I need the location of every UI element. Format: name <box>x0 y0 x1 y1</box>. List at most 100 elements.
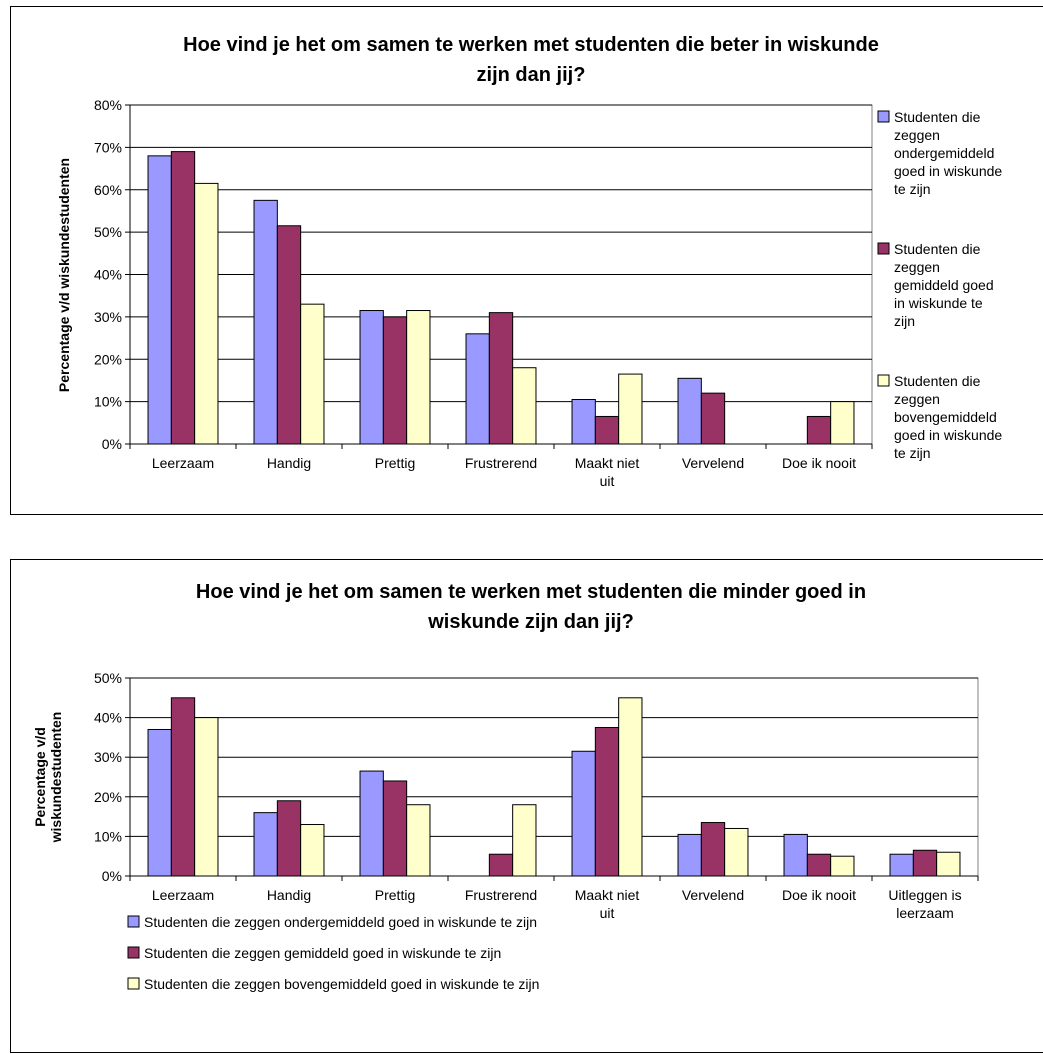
legend-swatch-2 <box>127 946 140 959</box>
y-tick-label: 30% <box>94 749 122 765</box>
bar-s3-c4 <box>512 367 537 445</box>
bar-s2-c6 <box>700 392 726 445</box>
legend-label-1: Studenten die zeggen ondergemiddeld goed… <box>144 914 537 930</box>
chart-1-panel: Hoe vind je het om samen te werken met s… <box>10 6 1043 515</box>
bar-s3-c1 <box>194 717 219 877</box>
category-label: Prettig <box>375 455 415 471</box>
bar-s2-c7 <box>806 853 832 877</box>
category-label: Doe ik nooit <box>782 887 856 903</box>
bar-s3-c6 <box>724 827 749 877</box>
bar-s1-c5 <box>571 399 596 445</box>
bar-s1-c2 <box>253 199 278 445</box>
chart-2-svg: Hoe vind je het om samen te werken met s… <box>32 581 979 992</box>
category-label: Vervelend <box>682 455 744 471</box>
y-tick-label: 60% <box>94 182 122 198</box>
category-label: uit <box>600 905 615 921</box>
y-tick-label: 50% <box>94 670 122 686</box>
y-axis-label-line: wiskundestudenten <box>48 712 64 844</box>
legend-label-2: zeggen <box>894 259 940 275</box>
category-label: Uitleggen is <box>888 887 961 903</box>
legend-label-1: te zijn <box>894 181 931 197</box>
legend-label-3: bovengemiddeld <box>894 409 997 425</box>
bar-s3-c2 <box>300 824 325 877</box>
bar-s1-c6 <box>677 377 702 445</box>
bar-s3-c7 <box>830 855 855 877</box>
bar-s1-c3 <box>359 310 384 445</box>
category-label: uit <box>600 473 615 489</box>
bar-s2-c5 <box>594 415 620 445</box>
y-tick-label: 40% <box>94 267 122 283</box>
legend-swatch-2 <box>877 242 890 255</box>
category-label: Handig <box>267 455 311 471</box>
legend-label-2: gemiddeld goed <box>894 277 994 293</box>
bar-s3-c3 <box>406 804 431 877</box>
chart-title-line: Hoe vind je het om samen te werken met s… <box>183 34 879 56</box>
bar-s3-c4 <box>512 804 537 877</box>
category-label: Prettig <box>375 887 415 903</box>
legend-label-3: Studenten die <box>894 373 981 389</box>
legend-label-1: Studenten die <box>894 109 981 125</box>
y-axis-label: Percentage v/d wiskundestudenten <box>56 158 72 392</box>
category-label: Leerzaam <box>152 455 214 471</box>
bar-s2-c6 <box>700 822 726 877</box>
bar-s1-c8 <box>889 853 914 877</box>
legend-label-3: Studenten die zeggen bovengemiddeld goed… <box>144 976 539 992</box>
legend-label-2: Studenten die <box>894 241 981 257</box>
y-tick-label: 0% <box>102 868 122 884</box>
category-label: Leerzaam <box>152 887 214 903</box>
legend-label-2: zijn <box>894 313 915 329</box>
bar-s2-c2 <box>276 800 302 877</box>
bar-s1-c4 <box>465 333 490 445</box>
bar-s2-c1 <box>170 697 196 877</box>
chart-2-panel: Hoe vind je het om samen te werken met s… <box>10 559 1043 1053</box>
bar-s2-c3 <box>382 780 408 877</box>
category-label: Doe ik nooit <box>782 455 856 471</box>
bar-s3-c2 <box>300 303 325 445</box>
y-tick-label: 10% <box>94 394 122 410</box>
legend-swatch-1 <box>877 110 890 123</box>
bar-s1-c7 <box>783 833 808 877</box>
bar-s3-c3 <box>406 310 431 445</box>
bar-s3-c7 <box>830 401 855 445</box>
category-label: Maakt niet <box>575 887 640 903</box>
bar-s2-c3 <box>382 316 408 445</box>
category-label: leerzaam <box>896 905 954 921</box>
bar-s1-c6 <box>677 833 702 877</box>
category-label: Vervelend <box>682 887 744 903</box>
bar-s2-c8 <box>912 849 938 877</box>
bar-s1-c1 <box>147 155 172 445</box>
bar-s3-c8 <box>936 851 961 877</box>
y-axis-label-line: Percentage v/d <box>32 727 48 827</box>
legend-label-3: zeggen <box>894 391 940 407</box>
y-tick-label: 20% <box>94 351 122 367</box>
bar-s3-c1 <box>194 182 219 445</box>
y-tick-label: 80% <box>94 97 122 113</box>
y-tick-label: 50% <box>94 224 122 240</box>
bar-s2-c1 <box>170 151 196 445</box>
y-tick-label: 20% <box>94 789 122 805</box>
category-label: Frustrerend <box>465 455 537 471</box>
category-label: Handig <box>267 887 311 903</box>
bar-s1-c5 <box>571 750 596 877</box>
legend-label-1: ondergemiddeld <box>894 145 994 161</box>
chart-title-line: wiskunde zijn dan jij? <box>427 611 634 633</box>
legend-label-2: in wiskunde te <box>894 295 983 311</box>
legend-swatch-1 <box>127 915 140 928</box>
chart-1-svg: Hoe vind je het om samen te werken met s… <box>56 34 1002 489</box>
category-label: Frustrerend <box>465 887 537 903</box>
legend-label-3: te zijn <box>894 445 931 461</box>
legend-swatch-3 <box>127 977 140 990</box>
legend-swatch-3 <box>877 374 890 387</box>
bar-s2-c2 <box>276 225 302 445</box>
bar-s1-c3 <box>359 770 384 877</box>
chart-title-line: zijn dan jij? <box>477 64 586 86</box>
bar-s2-c5 <box>594 727 620 877</box>
y-tick-label: 40% <box>94 710 122 726</box>
bar-s1-c1 <box>147 728 172 877</box>
legend-label-1: goed in wiskunde <box>894 163 1002 179</box>
bar-s1-c2 <box>253 812 278 877</box>
bar-s3-c5 <box>618 697 643 877</box>
legend-label-1: zeggen <box>894 127 940 143</box>
legend-label-2: Studenten die zeggen gemiddeld goed in w… <box>144 945 501 961</box>
bar-s2-c4 <box>488 853 514 877</box>
